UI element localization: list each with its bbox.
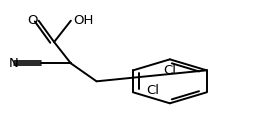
Text: N: N xyxy=(9,57,19,70)
Text: OH: OH xyxy=(73,14,93,27)
Text: O: O xyxy=(27,14,37,27)
Text: Cl: Cl xyxy=(146,84,159,98)
Text: Cl: Cl xyxy=(163,64,176,77)
